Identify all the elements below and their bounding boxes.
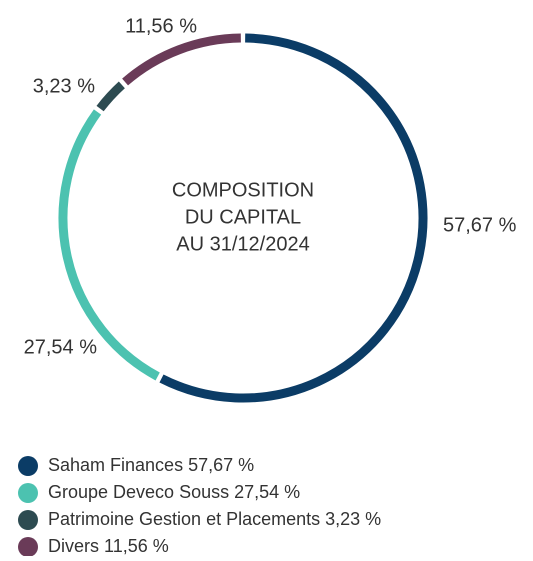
donut-segment	[159, 33, 428, 403]
data-label: 27,54 %	[24, 336, 98, 358]
legend-name: Groupe Deveco Souss	[48, 482, 229, 502]
legend-entry: Groupe Deveco Souss 27,54 %	[48, 482, 300, 502]
legend-value: 3,23 %	[325, 509, 381, 529]
legend-entry: Divers 11,56 %	[48, 536, 169, 556]
title-line: COMPOSITION	[172, 179, 314, 201]
legend-name: Divers	[48, 536, 99, 556]
title-line: DU CAPITAL	[185, 206, 301, 228]
data-label: 11,56 %	[125, 15, 197, 37]
legend-swatch	[18, 510, 38, 530]
legend-name: Patrimoine Gestion et Placements	[48, 509, 320, 529]
data-label: 3,23 %	[33, 75, 95, 97]
legend-name: Saham Finances	[48, 455, 183, 475]
legend-value: 11,56 %	[104, 536, 169, 556]
legend-value: 57,67 %	[188, 455, 254, 475]
title-line: AU 31/12/2024	[176, 233, 309, 255]
legend-swatch	[18, 483, 38, 503]
legend-value: 27,54 %	[234, 482, 300, 502]
data-label: 57,67 %	[443, 214, 517, 236]
chart-title: COMPOSITION DU CAPITAL AU 31/12/2024	[172, 179, 314, 255]
donut-segment	[122, 33, 241, 86]
donut-segment	[58, 109, 160, 381]
legend-entry: Saham Finances 57,67 %	[48, 455, 254, 475]
legend-swatch	[18, 537, 38, 557]
legend-entry: Patrimoine Gestion et Placements 3,23 %	[48, 509, 381, 529]
legend-swatch	[18, 456, 38, 476]
donut-segment	[96, 81, 125, 112]
